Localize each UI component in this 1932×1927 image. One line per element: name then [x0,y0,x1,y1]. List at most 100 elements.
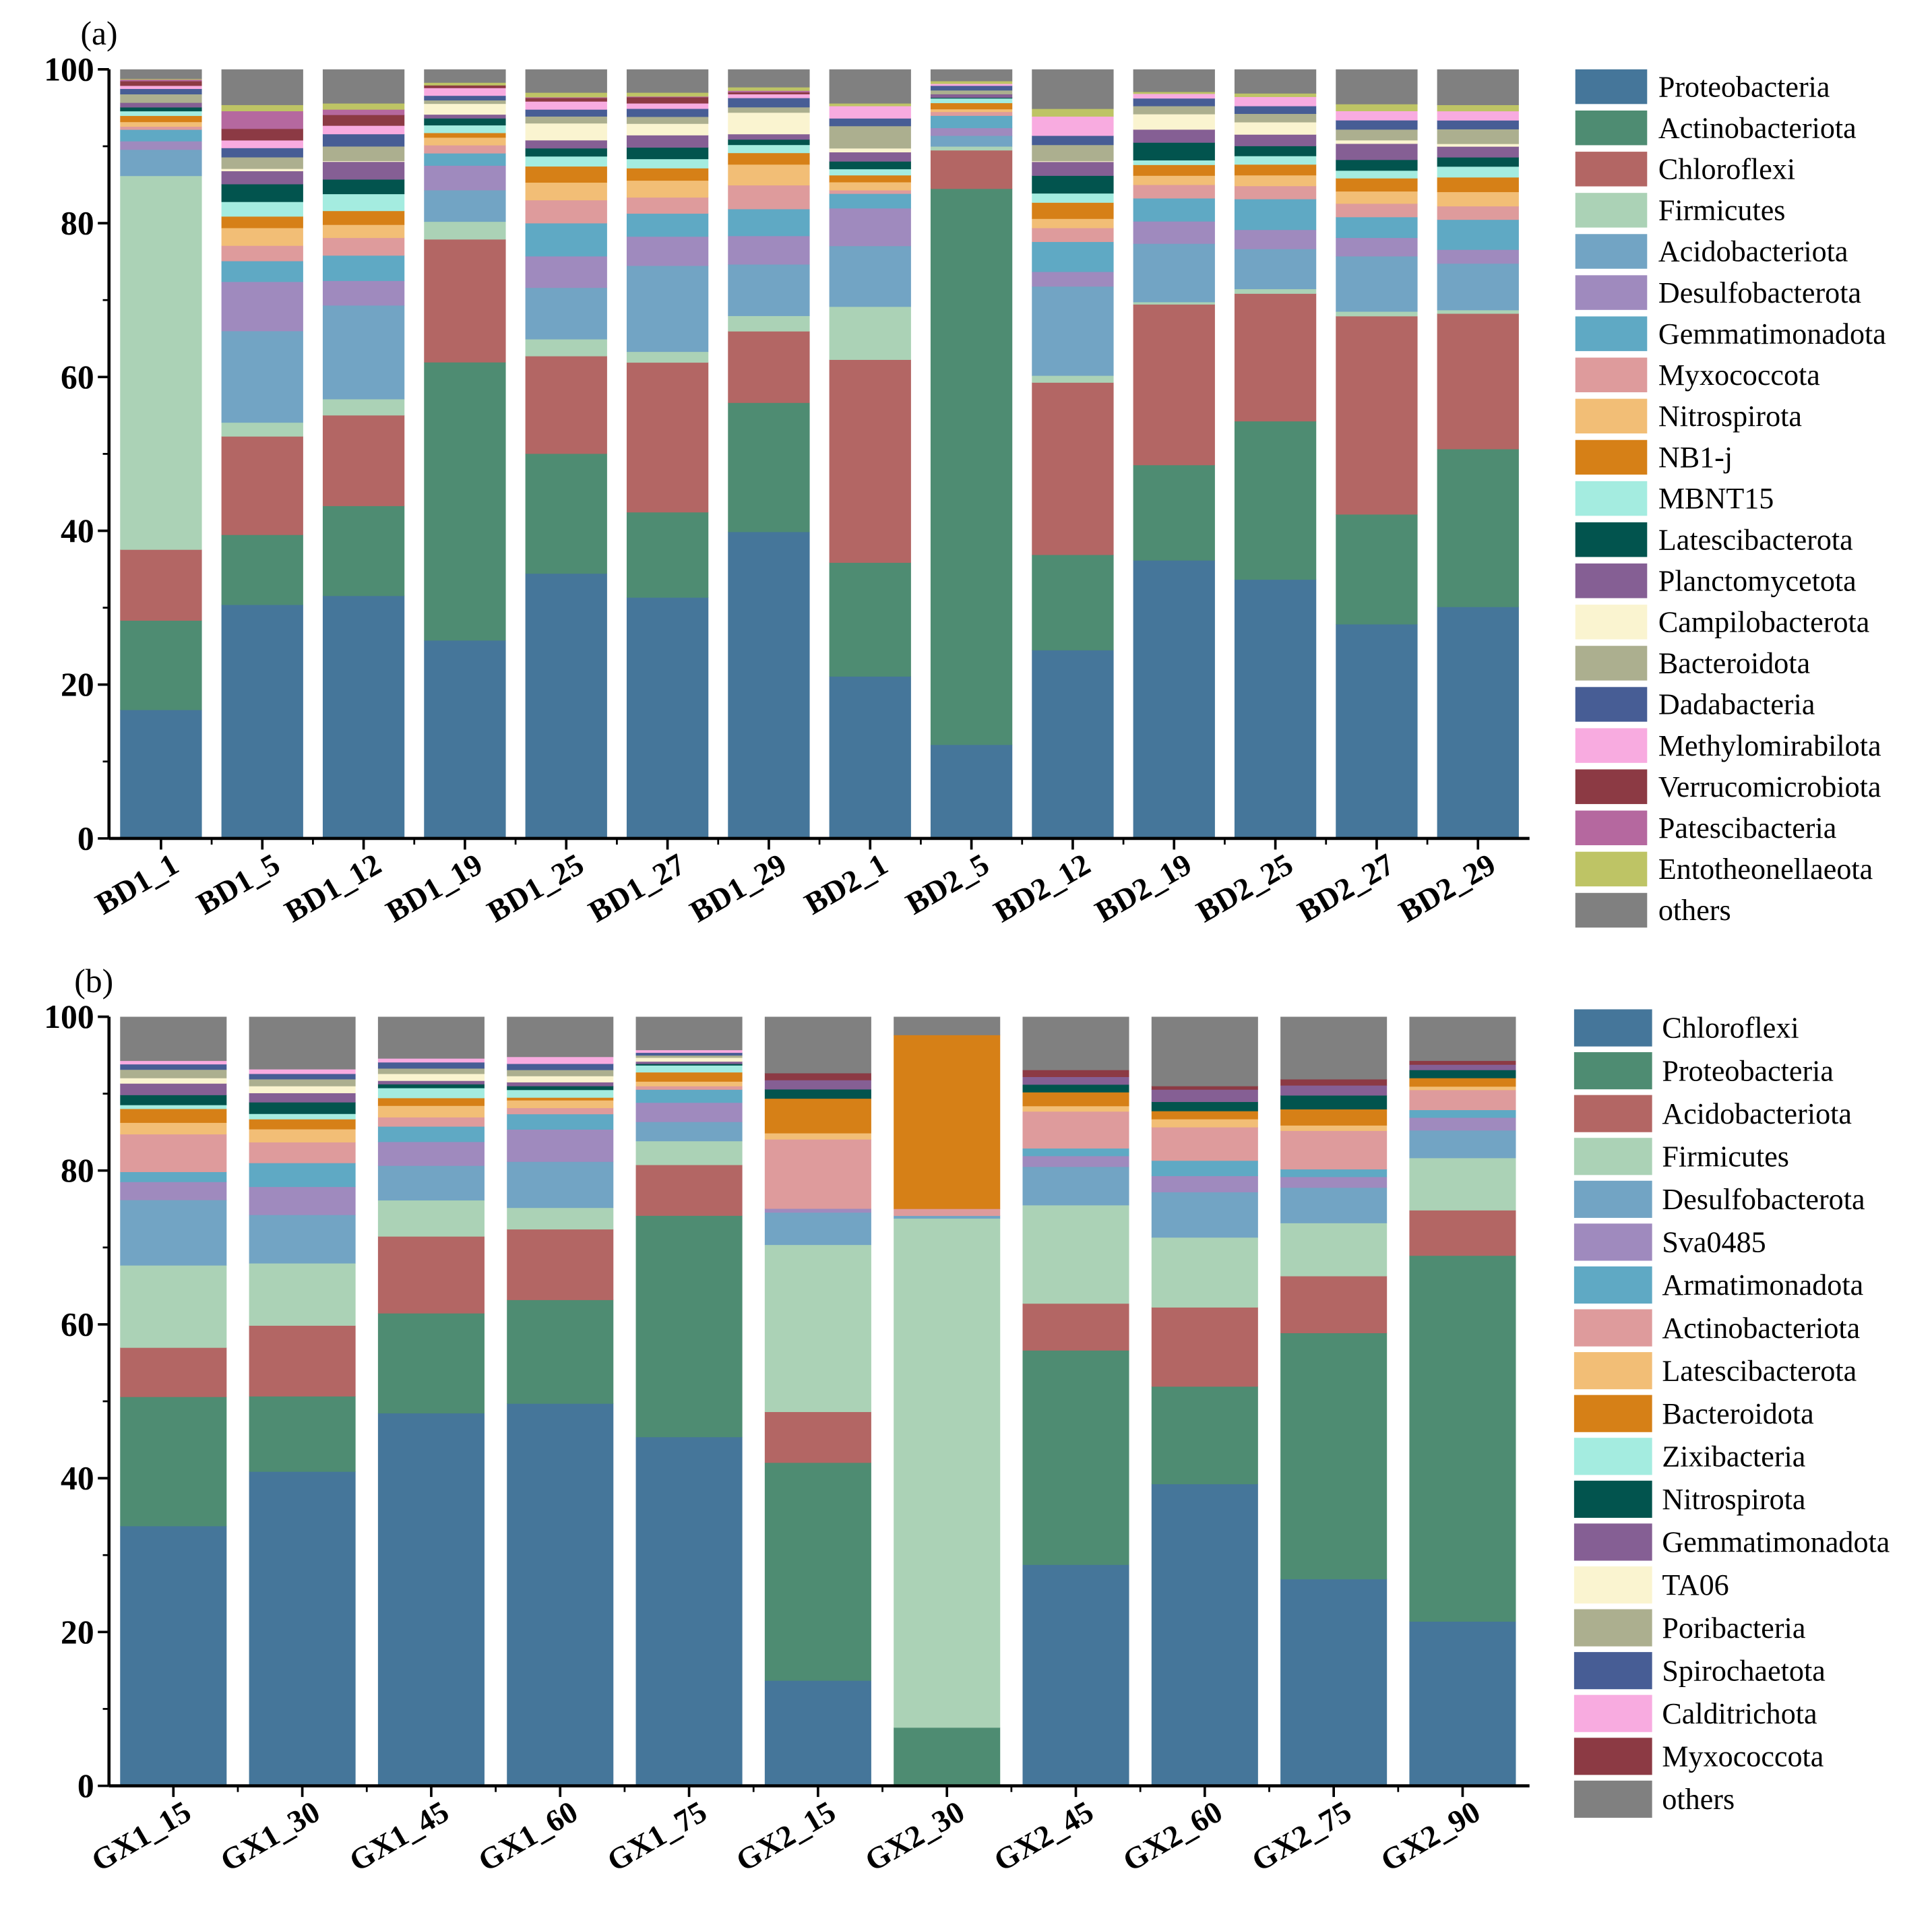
bar-segment-armatimonadota [120,1171,227,1182]
x-tick-label: BD2_5 [900,847,995,921]
bar-segment-actinobacteriota [1437,448,1519,607]
bar-segment-mbnt15 [221,202,303,217]
bar-segment-latescibacterota [120,1122,227,1135]
bar-segment-methylomirabilota [930,84,1013,86]
bar-segment-methylomirabilota [120,85,202,90]
x-tick-label: BD1_29 [684,847,792,929]
bar-segment-gemmatimonadota [507,1082,614,1087]
bar-segment-chloroflexi [930,150,1013,189]
y-tick-label: 20 [61,1614,94,1651]
bar-segment-mbnt15 [525,156,607,167]
legend-item-spirochaetota: Spirochaetota [1573,1652,1826,1690]
bar-segment-ta06 [507,1076,614,1082]
bar-segment-dadabacteria [424,95,506,101]
legend-label: Firmicutes [1662,1140,1789,1173]
bar-segment-armatimonadota [1409,1109,1516,1118]
bar-segment-calditrichota [635,1049,743,1053]
bar-segment-proteobacteria [1133,560,1215,839]
bar-segment-bacteroidota [764,1098,871,1134]
legend-swatch [1573,1395,1652,1432]
bar-segment-nitrospirota [525,182,607,201]
bar-segment-nitrospirota [120,1095,227,1105]
bar-segment-sva0485 [377,1141,485,1166]
bar-segment-desulfobacterota [626,236,709,266]
bar-segment-dadabacteria [829,118,911,127]
bar-segment-dadabacteria [120,88,202,95]
bar-segment-campilobacterota [1133,114,1215,130]
legend-label: Nitrospirota [1658,400,1802,433]
bar-segment-proteobacteria [1022,1350,1129,1565]
bar-segment-bacteroidota [930,90,1013,94]
bar-segment-entotheonellaeota [829,103,911,106]
bar-segment-gemmatimonadota [424,153,506,166]
bar-segment-planctomycetota [322,161,405,180]
bar-segment-others [120,1016,227,1062]
bar-segment-chloroflexi [249,1471,356,1787]
bar-segment-bacteroidota [507,1097,614,1101]
bar-segment-latescibacterota [249,1129,356,1142]
bar-segment-actinobacteriota [1409,1089,1516,1111]
bar-segment-sva0485 [120,1182,227,1200]
bar-segment-myxococcota [1409,1060,1516,1065]
bar-segment-proteobacteria [764,1462,871,1681]
bar-segment-mbnt15 [829,169,911,176]
bar-segment-verrucomicrobiota [221,128,303,141]
bar-segment-desulfobacterota [1336,237,1418,257]
bar-segment-others [525,69,607,93]
bar-segment-entotheonellaeota [120,78,202,80]
x-tick-label: BD1_27 [583,847,691,929]
legend-item-desulfobacterota: Desulfobacterota [1575,275,1861,310]
bar-segment-nitrospirota [1022,1084,1129,1093]
x-tick-label: GX2_45 [988,1794,1099,1878]
bar-segment-chloroflexi [626,362,709,513]
bar-segment-bacteroidota [635,1072,743,1082]
bar-segment-nb1-j [525,166,607,183]
bar-segment-patescibacteria [221,111,303,129]
bar-segment-campilobacterota [728,112,810,135]
legend-swatch [1575,769,1648,804]
bar-segment-poribacteria [507,1070,614,1076]
bar-bd1-29 [728,69,810,839]
y-tick-label: 100 [44,51,94,88]
bar-segment-dadabacteria [930,85,1013,91]
bar-gx2-30 [894,1016,1001,1787]
bar-segment-gemmatimonadota [764,1080,871,1090]
bar-segment-entotheonellaeota [424,82,506,86]
bar-segment-entotheonellaeota [1032,109,1114,117]
bar-segment-gemmatimonadota [120,1083,227,1095]
bar-segment-mbnt15 [1336,170,1418,179]
bar-segment-others [1151,1016,1258,1087]
legend-swatch [1573,1694,1652,1732]
bar-segment-bacteroidota [525,116,607,124]
bar-segment-acidobacteriota [1151,1307,1258,1387]
bar-segment-gemmatimonadota [1280,1085,1388,1096]
bar-segment-firmicutes [507,1207,614,1230]
legend-swatch [1573,1095,1652,1132]
bar-segment-armatimonadota [377,1126,485,1142]
bar-segment-mbnt15 [1032,193,1114,203]
bar-segment-bacteroidota [894,1035,1001,1209]
bar-segment-dadabacteria [728,98,810,108]
bar-segment-bacteroidota [1151,1111,1258,1120]
legend-swatch [1575,851,1648,887]
bar-gx1-60 [507,1016,614,1787]
legend: Chloroflexi Proteobacteria Acidobacteriota… [1573,1009,1890,1818]
legend-label: Proteobacteria [1658,70,1830,103]
bar-segment-nitrospirota [249,1102,356,1114]
bar-segment-nitrospirota [728,164,810,186]
bar-segment-mbnt15 [728,144,810,154]
bar-segment-firmicutes [829,306,911,360]
legend-item-myxococcota: Myxococcota [1573,1738,1824,1775]
bar-segment-patescibacteria [322,109,405,115]
bar-bd1-12 [322,69,405,839]
bar-segment-actinobacteriota [728,402,810,532]
legend-swatch [1575,481,1648,516]
bar-segment-mbnt15 [1437,166,1519,178]
bar-segment-acidobacteriota [626,265,709,353]
bar-bd2-25 [1234,69,1317,839]
legend-label: Planctomycetota [1658,564,1857,597]
bar-segment-entotheonellaeota [626,92,709,97]
y-tick-label: 60 [61,1306,94,1343]
bar-segment-nitrospirota [120,121,202,127]
bar-segment-dadabacteria [1032,135,1114,146]
